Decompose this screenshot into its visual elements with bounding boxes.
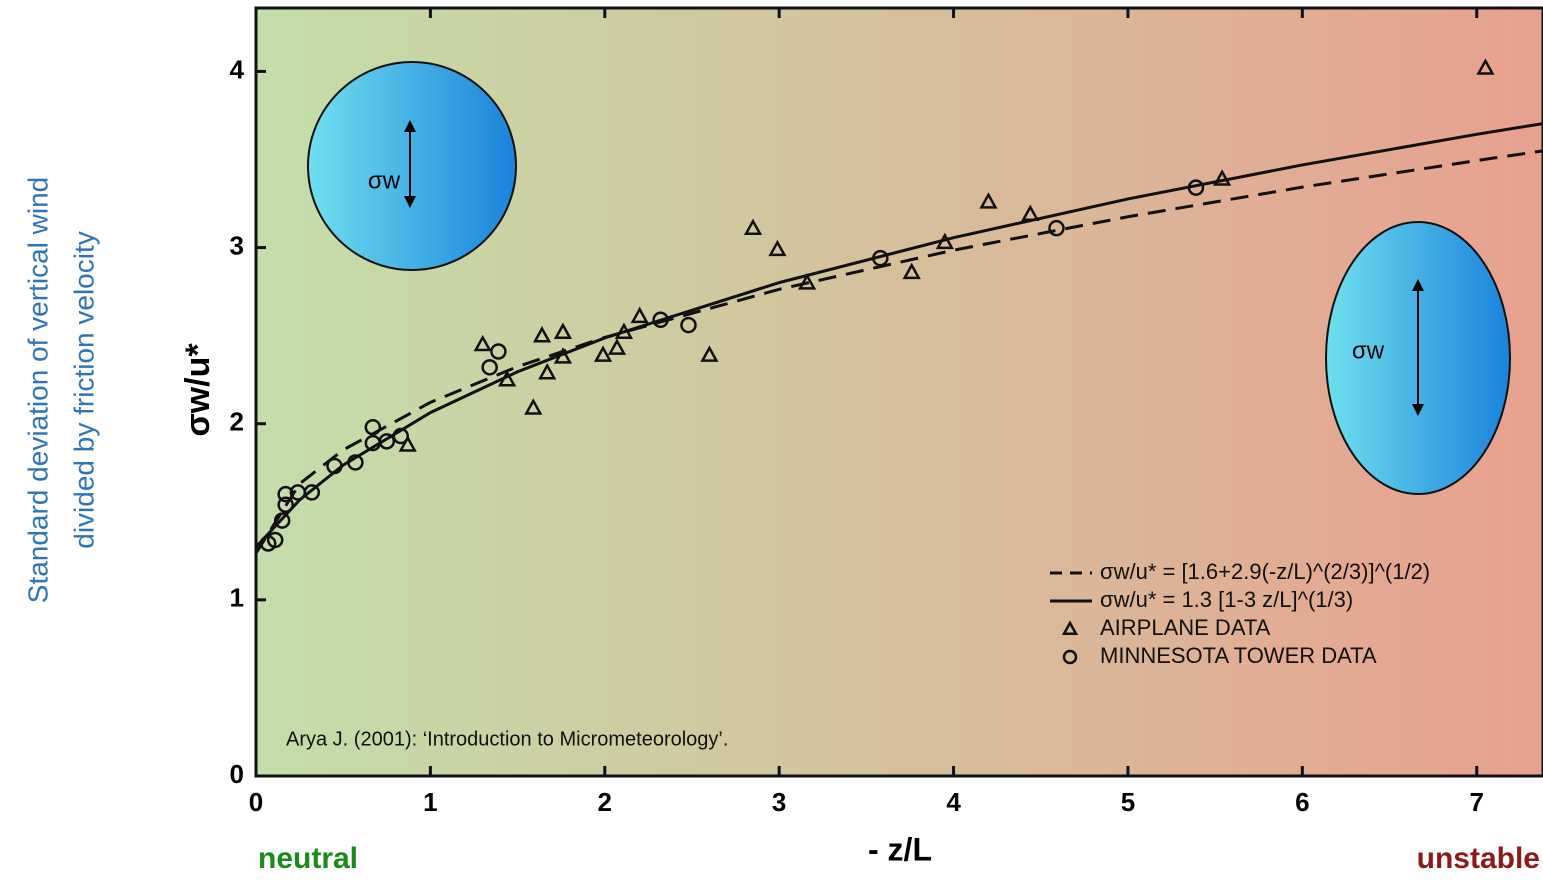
x-tick-label: 2 bbox=[598, 787, 612, 817]
airplane-point bbox=[593, 345, 613, 362]
tower-point bbox=[872, 249, 889, 267]
y-axis-title: σw/u* bbox=[179, 343, 217, 437]
airplane-point bbox=[797, 273, 817, 290]
tower-point bbox=[490, 343, 507, 360]
airplane-point bbox=[768, 239, 787, 257]
unstable-label: unstable bbox=[1417, 842, 1540, 875]
y-tick-label: 2 bbox=[230, 407, 244, 437]
legend-marker bbox=[1062, 649, 1078, 665]
tower-point bbox=[1187, 179, 1205, 196]
tower-point bbox=[364, 434, 382, 452]
tower-point bbox=[680, 316, 697, 334]
tower-point bbox=[277, 496, 294, 513]
eddy-small bbox=[307, 61, 517, 271]
airplane-point bbox=[743, 218, 763, 236]
eddy-label: σw bbox=[368, 167, 401, 194]
airplane-point bbox=[1021, 204, 1040, 221]
legend-label: σw/u* = 1.3 [1-3 z/L]^(1/3) bbox=[1100, 587, 1353, 612]
airplane-point bbox=[630, 306, 649, 324]
airplane-point bbox=[902, 262, 921, 280]
y-tick-label: 1 bbox=[230, 583, 244, 613]
citation: Arya J. (2001): ‘Introduction to Microme… bbox=[286, 728, 728, 750]
x-tick-label: 5 bbox=[1121, 787, 1135, 817]
legend-label: MINNESOTA TOWER DATA bbox=[1100, 643, 1377, 668]
tower-point bbox=[289, 484, 307, 501]
y-tick-label: 0 bbox=[230, 759, 244, 789]
x-tick-label: 3 bbox=[772, 787, 786, 817]
tower-point bbox=[277, 485, 294, 503]
airplane-point bbox=[532, 326, 552, 343]
legend-label: σw/u* = [1.6+2.9(-z/L)^(2/3)]^(1/2) bbox=[1100, 559, 1430, 584]
y-tick-label: 4 bbox=[230, 54, 245, 84]
airplane-point bbox=[614, 322, 634, 339]
eddy-label: σw bbox=[1352, 337, 1385, 364]
neutral-label: neutral bbox=[258, 842, 358, 875]
airplane-point bbox=[553, 322, 573, 339]
airplane-point bbox=[979, 192, 998, 209]
x-tick-label: 0 bbox=[249, 787, 263, 817]
x-tick-label: 7 bbox=[1469, 787, 1483, 817]
x-tick-label: 6 bbox=[1295, 787, 1309, 817]
airplane-point bbox=[935, 232, 954, 250]
tower-point bbox=[364, 418, 382, 436]
tower-point bbox=[347, 454, 364, 471]
tower-point bbox=[259, 535, 277, 552]
airplane-point bbox=[398, 435, 417, 452]
fit-curve bbox=[254, 149, 1543, 554]
tower-point bbox=[481, 359, 498, 376]
airplane-point bbox=[700, 345, 719, 362]
legend-marker bbox=[1061, 620, 1079, 636]
airplane-point bbox=[1212, 169, 1232, 186]
x-axis-title: - z/L bbox=[868, 831, 932, 867]
tower-point bbox=[1048, 219, 1065, 237]
airplane-point bbox=[524, 398, 543, 415]
y-tick-label: 3 bbox=[230, 230, 244, 260]
airplane-point bbox=[607, 338, 627, 355]
airplane-point bbox=[538, 363, 557, 380]
side-label-line: divided by friction velocity bbox=[68, 231, 99, 548]
tower-point bbox=[392, 427, 409, 445]
tower-point bbox=[652, 311, 669, 329]
airplane-point bbox=[1476, 58, 1495, 75]
x-tick-label: 4 bbox=[946, 787, 961, 817]
airplane-point bbox=[497, 370, 517, 387]
side-label-line: Standard deviation of vertical wind bbox=[22, 177, 53, 603]
fit-curve bbox=[254, 122, 1543, 549]
legend-label: AIRPLANE DATA bbox=[1100, 615, 1271, 640]
airplane-point bbox=[553, 347, 573, 364]
tower-point bbox=[273, 512, 291, 529]
x-tick-label: 1 bbox=[423, 787, 437, 817]
airplane-point bbox=[473, 334, 492, 352]
side-label: Standard deviation of vertical wind divi… bbox=[22, 177, 99, 603]
tower-point bbox=[326, 457, 343, 475]
